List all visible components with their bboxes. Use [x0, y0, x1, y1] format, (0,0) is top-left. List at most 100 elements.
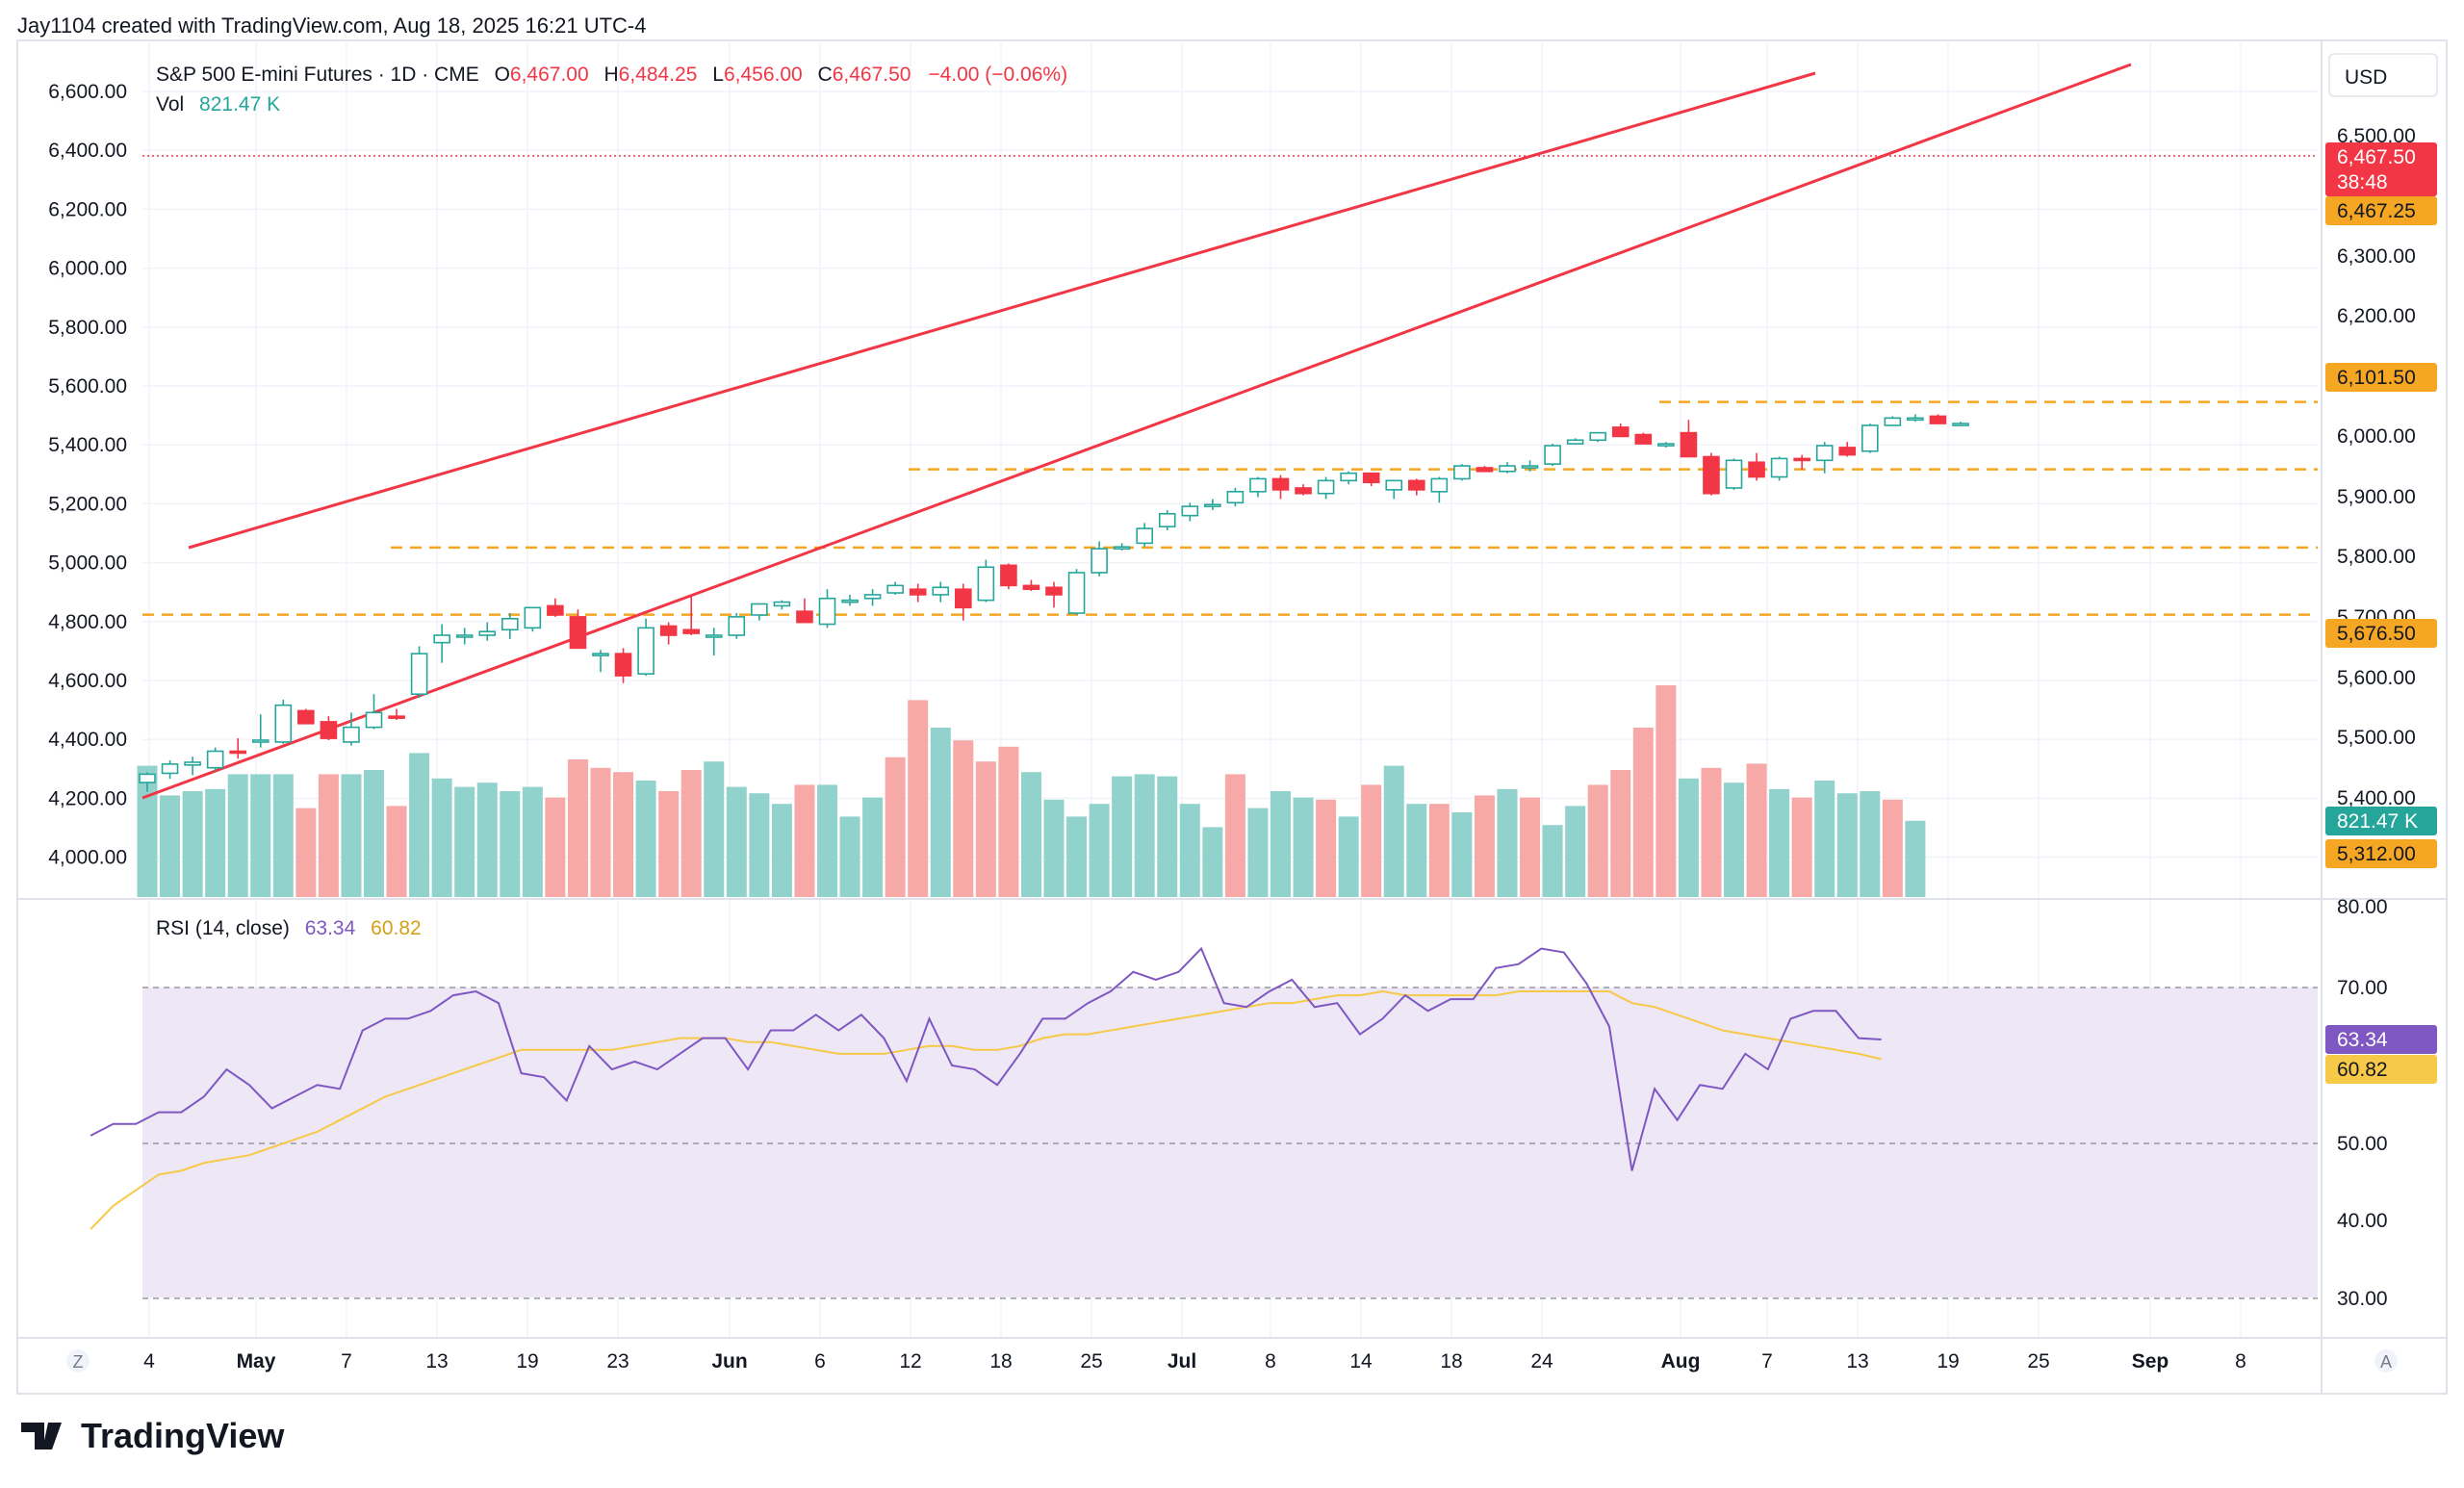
- right-axis-tick: 6,000.00: [2337, 425, 2416, 448]
- candle-body: [251, 739, 270, 743]
- left-axis-tick: 5,800.00: [48, 317, 127, 339]
- candle-body: [728, 616, 746, 636]
- channel-lower-line[interactable]: [141, 63, 2132, 800]
- volume-bar: [635, 781, 656, 897]
- price-labels: 6,467.50 38:48 6,467.25 6,101.50 5,676.50 821…: [2325, 142, 2437, 1084]
- volume-bar: [545, 797, 566, 897]
- last-price-tag-text: 6,467.50: [2337, 146, 2416, 168]
- candle-body: [365, 711, 383, 729]
- candle-body: [1067, 572, 1086, 614]
- horizontal-levels[interactable]: [142, 400, 2318, 616]
- last-price-tag-text: 38:48: [2337, 171, 2388, 193]
- candle-body: [1793, 457, 1810, 462]
- volume-bar: [680, 770, 702, 897]
- candle-body: [1815, 445, 1834, 462]
- volume-bar: [749, 793, 770, 897]
- volume-bar: [998, 746, 1019, 897]
- candle-body: [932, 586, 950, 596]
- right-axis-tick: 5,400.00: [2337, 787, 2416, 809]
- close-value: 6,467.50: [833, 64, 911, 86]
- trend-channel[interactable]: [141, 63, 2132, 800]
- rsi-label: RSI (14, close): [156, 917, 290, 939]
- volume-legend[interactable]: Vol 821.47 K: [156, 93, 280, 115]
- volume-bar: [1565, 806, 1586, 897]
- volume-bar: [364, 770, 384, 897]
- volume-bar: [613, 772, 634, 897]
- candle-body: [1362, 472, 1380, 484]
- volume-bar: [476, 782, 498, 897]
- candle-body: [659, 625, 678, 636]
- candle-body: [1453, 465, 1471, 480]
- right-axis-tick: 5,500.00: [2337, 727, 2416, 749]
- volume-bar: [1293, 797, 1314, 897]
- candle-body: [773, 601, 791, 607]
- volume-bar: [1656, 685, 1677, 897]
- level-tag: [2325, 363, 2437, 392]
- log-scale-label: Z: [73, 1352, 84, 1372]
- left-axis-tick: 5,000.00: [48, 552, 127, 575]
- volume-bar: [1860, 791, 1881, 897]
- candle-body: [592, 653, 609, 656]
- time-axis-tick: Aug: [1661, 1350, 1701, 1373]
- left-price-axis[interactable]: 6,600.00 6,400.00 6,200.00 6,000.00 5,800.00…: [48, 81, 127, 869]
- volume-bar: [1836, 793, 1858, 897]
- rsi-line: [90, 946, 1882, 1171]
- candle-body: [705, 634, 723, 638]
- volume-bar: [817, 784, 837, 897]
- volume-bar: [137, 765, 158, 897]
- left-axis-tick: 4,200.00: [48, 787, 127, 809]
- volume-bar: [658, 791, 680, 897]
- candle-body: [455, 634, 474, 638]
- volume-bar: [1247, 808, 1269, 897]
- legend-row[interactable]: S&P 500 E-mini Futures · 1D · CME O6,467…: [156, 64, 1067, 86]
- low-label: L: [712, 64, 724, 86]
- currency-button[interactable]: [2328, 53, 2438, 97]
- brand-name: TradingView: [81, 1416, 285, 1455]
- rsi-axis-tick: 80.00: [2337, 896, 2388, 918]
- candle-body: [343, 726, 360, 743]
- rsi-axis-tick: 70.00: [2337, 977, 2388, 999]
- volume-bar: [1791, 797, 1812, 897]
- tradingview-logo[interactable]: TradingView: [21, 1416, 285, 1455]
- candle-body: [1884, 417, 1902, 426]
- auto-scale-label: A: [2380, 1352, 2392, 1372]
- candle-body: [1680, 431, 1698, 458]
- candle-body: [274, 704, 293, 743]
- volume-bar: [1587, 784, 1608, 897]
- rsi-ma-tag-text: 60.82: [2337, 1059, 2388, 1081]
- candle-body: [1249, 477, 1267, 493]
- candle-body: [1091, 548, 1108, 574]
- candle-body: [184, 761, 201, 766]
- candle-body: [1271, 477, 1290, 491]
- candle-body: [818, 597, 836, 626]
- time-axis-tick: 23: [606, 1350, 629, 1373]
- level-tag: [2325, 839, 2437, 868]
- volume-bar: [726, 786, 747, 897]
- rsi-legend[interactable]: RSI (14, close) 63.34 60.82: [156, 917, 422, 939]
- volume-bar: [1428, 804, 1450, 897]
- auto-scale-toggle[interactable]: [2374, 1349, 2398, 1373]
- log-scale-toggle[interactable]: [66, 1349, 90, 1373]
- time-axis-tick: May: [237, 1350, 276, 1373]
- channel-upper-line[interactable]: [188, 71, 1816, 550]
- time-axis[interactable]: 4 May 7 13 19 23 Jun 6 12 18 25 Jul 8 14 18 24 Aug 7 13 19 2…: [143, 1350, 2246, 1373]
- left-axis-tick: 4,000.00: [48, 847, 127, 869]
- volume-bar: [590, 767, 611, 897]
- candle-body: [139, 773, 156, 783]
- candle-body: [1634, 433, 1653, 445]
- candle-body: [1226, 491, 1245, 504]
- volume-bar: [885, 757, 906, 897]
- level-tag-text: 6,101.50: [2337, 367, 2416, 389]
- time-axis-tick: 25: [1080, 1350, 1102, 1373]
- volume-bar: [1157, 776, 1178, 897]
- rsi-ma-value: 60.82: [371, 917, 422, 939]
- volume-bar: [1066, 816, 1088, 897]
- volume-bar: [953, 740, 974, 897]
- high-value: 6,484.25: [619, 64, 698, 86]
- volume-bars: [137, 685, 1926, 897]
- volume-bar: [839, 816, 860, 897]
- symbol-name[interactable]: S&P 500 E-mini Futures · 1D · CME: [156, 64, 479, 86]
- volume-bar: [862, 797, 884, 897]
- volume-bar: [1451, 812, 1473, 897]
